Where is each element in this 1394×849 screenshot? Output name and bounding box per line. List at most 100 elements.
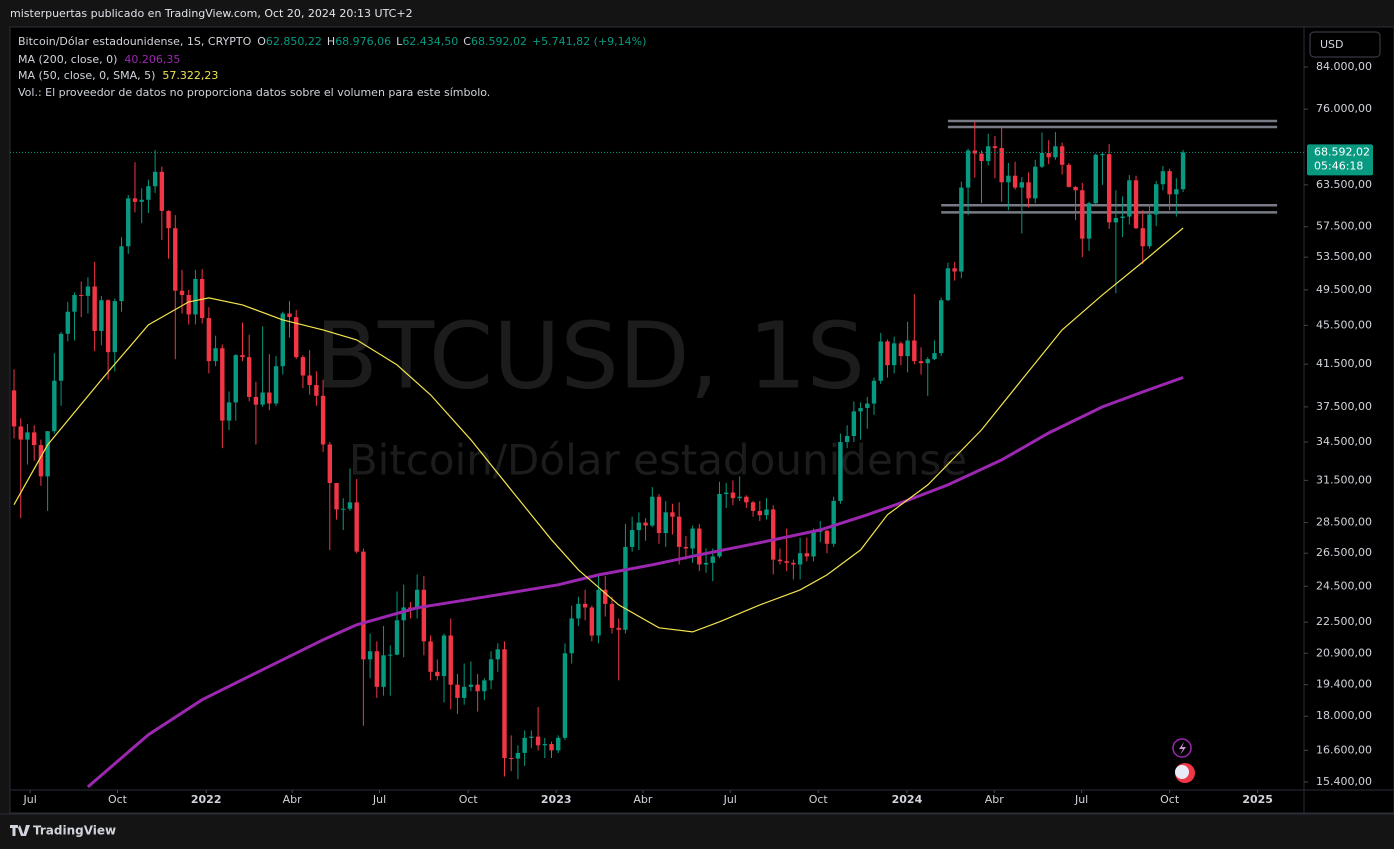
change: +5.741,82 (+9,14%)	[532, 35, 646, 48]
currency-button[interactable]	[1309, 31, 1381, 58]
y-tick-label: 63.500,00	[1316, 178, 1372, 191]
ohlc-value: 62.434,50	[402, 35, 458, 48]
candle-body	[824, 530, 830, 544]
candle-body	[347, 502, 353, 509]
candle-body	[58, 333, 64, 381]
candle-body	[804, 553, 810, 557]
candle-body	[1180, 152, 1186, 190]
candle-body	[636, 522, 642, 531]
candle-body	[596, 589, 601, 636]
volume-note: Vol.: El proveedor de datos no proporcio…	[18, 86, 490, 99]
candle-body	[710, 556, 715, 563]
candle-body	[139, 199, 144, 202]
candle-body	[576, 603, 581, 619]
candle-body	[811, 531, 816, 557]
y-tick-label: 45.500,00	[1316, 318, 1372, 331]
moving-average	[86, 376, 1184, 789]
candle-body	[414, 589, 420, 610]
candle-body	[166, 210, 171, 229]
candle-body	[1053, 146, 1058, 158]
candle-body	[535, 736, 541, 746]
tv-logo	[10, 825, 30, 836]
last-price-box	[1307, 144, 1373, 176]
candle-body	[509, 758, 514, 760]
candle-body	[986, 146, 991, 162]
candle-body	[428, 641, 433, 672]
candle-body	[582, 603, 588, 608]
y-tick-label: 24.500,00	[1316, 579, 1372, 592]
candle-body	[650, 496, 655, 526]
candle-body	[267, 392, 272, 404]
candle-body	[724, 492, 729, 494]
candle-body	[11, 390, 17, 427]
y-tick-label: 18.000,00	[1316, 709, 1372, 722]
candle-body	[1106, 154, 1112, 223]
candle-body	[999, 148, 1004, 183]
candle-body	[744, 496, 749, 503]
candle-body	[750, 502, 756, 511]
candle-body	[1046, 152, 1051, 158]
candle-body	[233, 355, 238, 403]
candle-body	[374, 651, 380, 687]
candle-body	[643, 522, 648, 526]
candle-body	[52, 380, 57, 432]
candle-body	[616, 627, 621, 630]
y-tick-label: 16.600,00	[1316, 743, 1372, 756]
candle-body	[663, 512, 668, 534]
candle-body	[253, 396, 259, 405]
candle-body	[1093, 154, 1098, 204]
candle-body	[1113, 218, 1119, 223]
candle-body	[764, 509, 769, 516]
candle-body	[737, 496, 742, 499]
candle-body	[858, 408, 863, 412]
candle-body	[865, 403, 870, 409]
candle-body	[361, 551, 366, 660]
x-tick-label: 2025	[1242, 793, 1273, 806]
x-tick-label: Jul	[1074, 793, 1088, 806]
x-tick-label: Oct	[108, 793, 128, 806]
candle-body	[569, 618, 574, 654]
candle-body	[918, 361, 924, 364]
candle-body	[199, 278, 205, 319]
x-tick-label: Oct	[1160, 793, 1180, 806]
candle-body	[1160, 171, 1166, 185]
icons	[1172, 738, 1195, 783]
legend-symbol: Bitcoin/Dólar estadounidense, 1S, CRYPTO…	[18, 35, 646, 48]
candle-body	[1012, 175, 1018, 188]
x-tick-label: Abr	[633, 793, 653, 806]
candle-body	[549, 744, 554, 751]
candle-body	[300, 357, 306, 376]
candle-body	[623, 546, 628, 630]
candle-body	[173, 228, 178, 291]
ma-value: 57.322,23	[162, 69, 218, 82]
candle-body	[777, 559, 783, 562]
candle-body	[979, 153, 984, 162]
candle-body	[314, 384, 319, 396]
brand: TradingView	[33, 824, 116, 838]
candle-body	[159, 171, 165, 211]
candle-body	[240, 355, 245, 358]
y-tick-label: 19.400,00	[1316, 678, 1372, 691]
candle-body	[1100, 154, 1105, 156]
candle-body	[697, 528, 702, 565]
y-tick-label: 26.500,00	[1316, 546, 1372, 559]
moving-average	[13, 227, 1184, 633]
x-tick-label: Jul	[372, 793, 386, 806]
candle-body	[246, 357, 252, 397]
candle-body	[482, 680, 487, 692]
candle-body	[294, 317, 299, 358]
candle-body	[334, 483, 339, 510]
candle-body	[435, 671, 440, 677]
candle-body	[79, 295, 84, 297]
candle-body	[891, 343, 897, 366]
candle-body	[31, 432, 37, 446]
candle-body	[1059, 146, 1065, 165]
candle-body	[320, 395, 326, 445]
watermark-name: Bitcoin/Dólar estadounidense	[349, 436, 967, 485]
ohlc-value: 68.976,06	[335, 35, 391, 48]
y-tick-label: 15.400,00	[1316, 775, 1372, 788]
candle-body	[99, 300, 104, 331]
candle-body	[676, 516, 682, 547]
candle-body	[1026, 182, 1031, 199]
candle-body	[273, 366, 279, 404]
